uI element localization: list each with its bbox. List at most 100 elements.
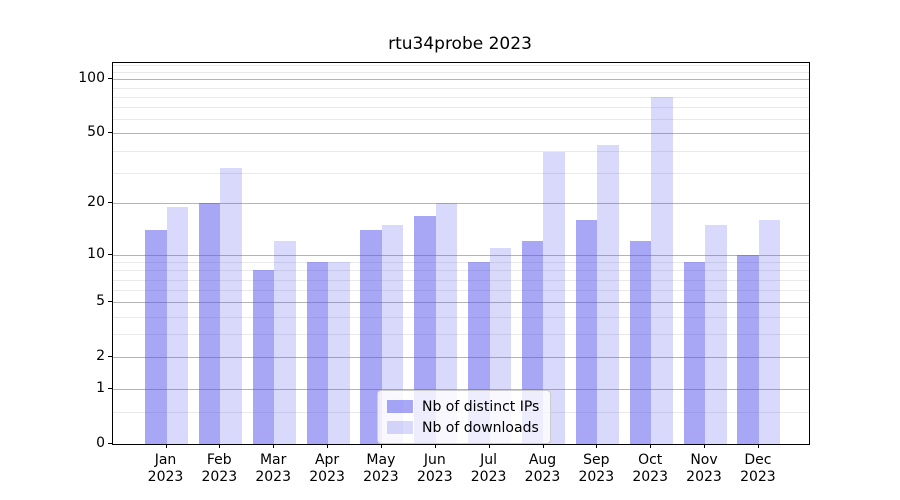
y-tick-label: 1 [96,380,105,397]
gridline-major [113,203,809,205]
legend: Nb of distinct IPs Nb of downloads [377,390,552,444]
gridline-minor [113,107,809,109]
x-tick-mark [757,444,759,448]
x-tick-mark [380,444,382,448]
bar-nb-of-distinct-ips-jan [145,230,167,444]
gridline-minor [113,290,809,292]
x-tick-mark [219,444,221,448]
bar-nb-of-downloads-apr [328,262,350,444]
y-tick-label: 10 [87,245,105,262]
bar-nb-of-downloads-aug [543,152,565,444]
bar-nb-of-distinct-ips-jun [414,215,436,444]
x-tick-label-year: 2023 [632,469,668,485]
x-tick-label-year: 2023 [147,469,184,485]
gridline-minor [113,172,809,174]
gridline-minor [113,150,809,152]
y-tick-label: 2 [96,348,105,365]
gridline-major [113,302,809,304]
chart-title: rtu34probe 2023 [388,34,532,54]
x-tick-label-month: Jun [423,452,446,468]
bar-nb-of-downloads-jun [435,203,458,444]
gridline-minor [113,270,809,272]
x-tick-label-year: 2023 [363,469,399,485]
bar-nb-of-distinct-ips-nov [683,262,705,444]
x-tick-label-year: 2023 [309,469,345,485]
gridline-minor [113,64,809,66]
x-tick-mark [434,444,436,448]
bar-nb-of-downloads-sep [597,144,619,444]
y-tick-mark [108,253,113,255]
x-tick-mark [488,444,490,448]
x-tick-mark [704,444,705,448]
gridline-minor [113,119,809,121]
x-tick-mark [165,444,167,448]
gridline-minor [113,334,809,336]
y-tick-mark [108,356,113,358]
x-tick-label-month: Apr [314,452,340,468]
y-tick-label: 100 [78,70,105,87]
gridline-minor [113,279,809,281]
bar-nb-of-distinct-ips-feb [198,203,221,444]
bar-nb-of-downloads-nov [705,224,727,444]
legend-label-distinct-ips: Nb of distinct IPs [422,398,540,415]
y-tick-mark [108,202,113,204]
bar-nb-of-distinct-ips-apr [306,262,329,444]
y-tick-mark [108,301,113,303]
legend-item: Nb of downloads [387,417,539,438]
x-tick-mark [327,444,329,448]
bar-nb-of-distinct-ips-dec [737,254,759,444]
gridline-minor [113,262,809,263]
bar-nb-of-distinct-ips-sep [575,220,598,444]
bar-nb-of-distinct-ips-oct [629,241,652,444]
legend-item: Nb of distinct IPs [387,396,539,417]
x-tick-label-month: Dec [744,452,772,468]
legend-swatch-distinct-ips [387,400,413,413]
gridline-minor [113,87,809,89]
plot-area [112,62,810,445]
gridline-minor [113,316,809,318]
legend-swatch-downloads [387,421,413,434]
gridline-major [113,389,809,391]
x-tick-mark [650,444,652,448]
gridline-major [113,357,809,359]
gridline-major [113,79,809,81]
x-tick-label-month: Mar [259,452,287,468]
x-tick-label-month: Oct [638,452,663,468]
x-tick-label-year: 2023 [201,469,238,485]
x-tick-mark [596,444,598,448]
bar-nb-of-distinct-ips-may [360,230,382,444]
gridline-minor [113,96,809,98]
x-tick-label-month: Aug [528,452,557,468]
bar-nb-of-downloads-feb [220,167,242,444]
x-tick-label-month: Feb [206,452,232,468]
legend-label-downloads: Nb of downloads [422,419,539,436]
x-tick-label-month: Jan [154,452,177,468]
x-tick-label-month: May [366,452,396,468]
y-tick-label: 20 [87,194,105,211]
x-tick-label-year: 2023 [740,469,776,485]
y-tick-label: 50 [87,124,105,141]
x-tick-label-month: Sep [583,452,610,468]
y-tick-mark [108,132,113,134]
bar-nb-of-downloads-may [381,224,404,444]
x-tick-label-year: 2023 [524,469,561,485]
bar-nb-of-downloads-dec [758,220,781,444]
bar-nb-of-distinct-ips-mar [252,270,275,444]
y-tick-mark [108,388,113,390]
y-tick-label: 5 [96,293,105,310]
y-tick-label: 0 [96,435,105,451]
gridline-major [113,133,809,135]
y-tick-mark [108,78,113,80]
bar-nb-of-downloads-mar [274,241,296,444]
x-tick-label-year: 2023 [255,469,291,485]
y-tick-mark [108,443,113,444]
x-tick-label-year: 2023 [470,469,507,485]
x-tick-label-month: Jul [480,452,498,468]
x-tick-label-year: 2023 [416,469,453,485]
x-tick-mark [542,444,544,448]
bar-nb-of-downloads-jan [166,207,188,444]
x-tick-label-year: 2023 [686,469,722,485]
x-tick-mark [273,444,275,448]
x-tick-label-month: Nov [690,452,718,468]
